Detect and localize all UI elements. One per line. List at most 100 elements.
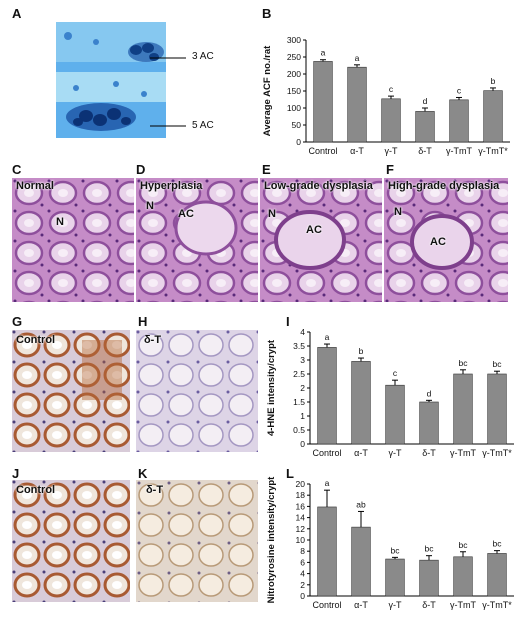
significance-label: a [321,48,326,58]
y-tick-label: 14 [296,513,306,523]
caption-normal: Normal [16,180,54,192]
significance-label: c [457,85,462,95]
panel-label-c: C [12,162,22,177]
y-tick-label: 18 [296,490,306,500]
bar [317,506,337,597]
micrograph-c [12,178,134,302]
panel-label-l: L [286,466,294,481]
category-label: γ-TmT* [482,448,512,458]
category-label: γ-TmT [450,600,476,610]
significance-label: d [427,388,432,398]
bar [453,556,473,597]
y-tick-label: 3 [300,355,305,365]
bar [385,558,405,597]
category-label: γ-TmT [450,448,476,458]
category-label: γ-TmT [446,146,472,156]
caption-low-grade: Low-grade dysplasia [264,180,373,192]
category-label: Control [308,146,337,156]
y-tick-label: 4 [300,327,305,337]
micrograph-g [12,330,130,452]
y-tick-label: 300 [287,35,301,45]
category-label: δ-T [418,146,432,156]
bar [419,559,439,597]
caption-delta-t-k: δ-T [146,484,164,496]
category-label: Control [312,600,341,610]
bar [415,111,435,143]
y-tick-label: 1 [300,411,305,421]
y-tick-label: 0 [300,591,305,601]
significance-label: ab [356,499,366,509]
panel-label-k: K [138,466,148,481]
panel-label-e: E [262,162,271,177]
category-label: γ-T [389,448,402,458]
aberrant-crypt-image [56,22,166,138]
marker-n-f: N [394,206,402,218]
micrograph-k [136,480,258,602]
bar [487,553,507,597]
category-label: δ-T [422,600,436,610]
significance-label: bc [493,539,503,549]
y-tick-label: 2.5 [293,369,305,379]
micrograph-h [136,330,258,452]
category-label: γ-TmT* [482,600,512,610]
annotation-3ac: 3 AC [192,51,214,62]
panel-label-j: J [12,466,20,481]
bar [381,98,401,143]
bar [317,347,337,445]
bar [351,526,371,597]
micrograph-e [260,178,382,302]
panel-label-g: G [12,314,23,329]
significance-label: b [491,76,496,86]
significance-label: a [355,53,360,63]
micrograph-f [384,178,508,302]
y-tick-label: 16 [296,501,306,511]
marker-n-e: N [268,208,276,220]
y-tick-label: 0 [300,439,305,449]
y-axis-label: 4-HNE intensity/crypt [266,339,277,436]
bar [483,90,503,143]
panel-label-h: H [138,314,148,329]
y-tick-label: 20 [296,479,306,489]
aberrant-crypt-micrograph [56,22,166,138]
category-label: α-T [350,146,364,156]
y-axis-label: Average ACF no./rat [262,45,273,136]
chart-i: 0 0.5 1 1.5 2 2.5 3 3.5 4 4-HNE intensity/crypt a C… [266,327,514,458]
caption-delta-t-h: δ-T [144,334,162,346]
bar [419,401,439,445]
bar [385,384,405,445]
bar [453,373,473,445]
category-label: γ-TmT* [478,146,508,156]
y-tick-label: 3.5 [293,341,305,351]
marker-n-d: N [146,200,154,212]
y-tick-label: 200 [287,69,301,79]
y-tick-label: 2 [300,383,305,393]
significance-label: a [325,332,330,342]
panel-label-b: B [262,6,272,21]
significance-label: bc [459,540,469,550]
bar [449,99,469,143]
marker-ac-e: AC [306,224,322,236]
y-tick-label: 0.5 [293,425,305,435]
category-label: α-T [354,448,368,458]
y-tick-label: 250 [287,52,301,62]
bar [313,61,333,143]
significance-label: a [325,478,330,488]
y-tick-label: 4 [300,569,305,579]
significance-label: d [423,96,428,106]
bar [351,361,371,445]
significance-label: bc [391,545,401,555]
category-label: γ-T [389,600,402,610]
marker-n-c: N [56,216,64,228]
y-tick-label: 12 [296,524,306,534]
significance-label: bc [459,358,469,368]
chart-b: 0 50 100 150 200 250 300 Average ACF no./rat a Co… [262,35,510,156]
y-tick-label: 2 [300,580,305,590]
significance-label: bc [425,544,435,554]
caption-control-g: Control [16,334,56,346]
micrograph-d [136,178,258,302]
annotation-5ac: 5 AC [192,120,214,131]
caption-high-grade: High-grade dysplasia [388,180,500,192]
significance-label: c [389,84,394,94]
y-tick-label: 10 [296,535,306,545]
